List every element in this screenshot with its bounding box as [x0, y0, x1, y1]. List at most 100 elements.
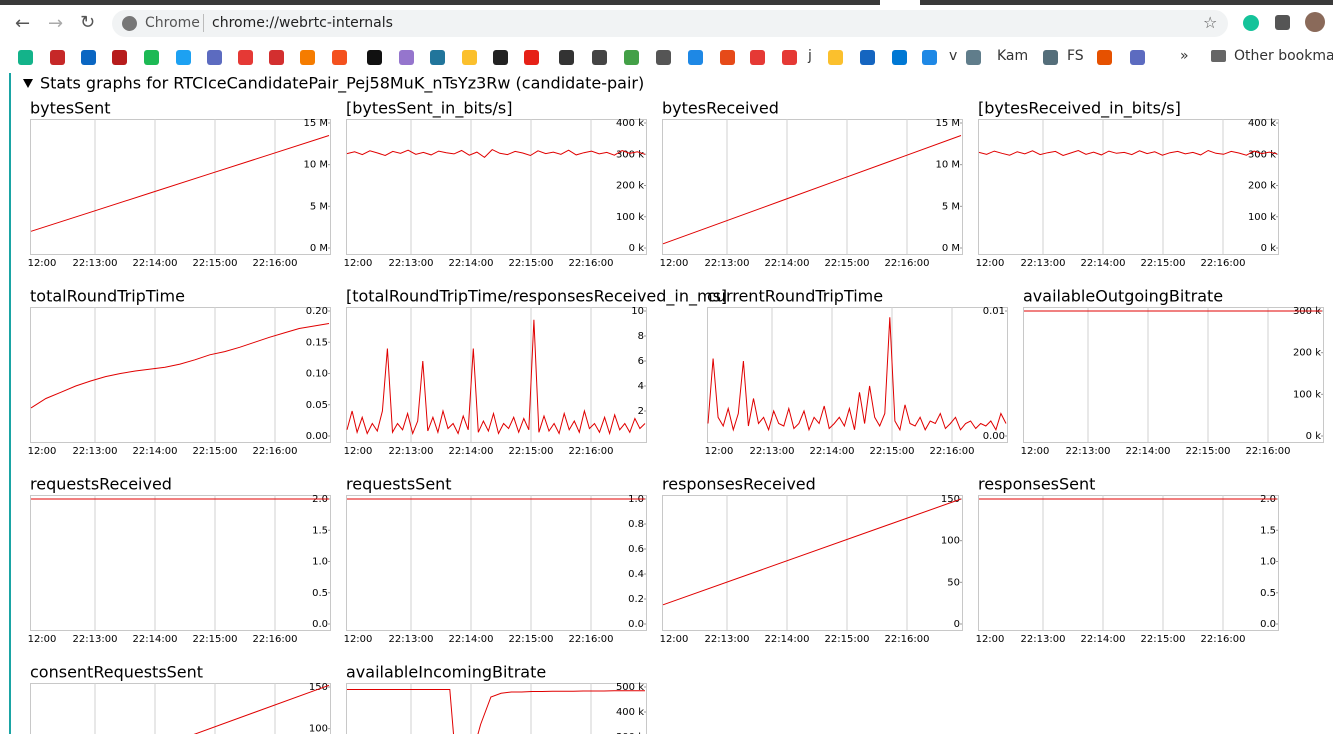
y-tick-label: 0.2 — [628, 594, 644, 605]
data-line — [346, 319, 646, 436]
bookmark-icon[interactable] — [112, 50, 127, 65]
bookmark-icon[interactable] — [462, 50, 477, 65]
graph-title: bytesSent — [30, 99, 111, 118]
extension-icon[interactable] — [1243, 15, 1259, 31]
bookmark-icon[interactable] — [332, 50, 347, 65]
time-label: 22:13:00 — [73, 634, 118, 645]
data-line — [662, 498, 962, 606]
y-tick-label: 5 M — [942, 201, 960, 212]
bookmark-icon[interactable] — [207, 50, 222, 65]
time-label: 22:16:00 — [253, 258, 298, 269]
bookmark-icon[interactable] — [966, 50, 981, 65]
y-tick-label: 300 k — [616, 149, 644, 160]
forward-button[interactable]: → — [48, 13, 64, 34]
bookmark-icon[interactable] — [750, 50, 765, 65]
address-bar[interactable] — [112, 10, 1228, 37]
bookmark-icon[interactable] — [720, 50, 735, 65]
bookmark-icon[interactable] — [892, 50, 907, 65]
bookmark[interactable]: v — [949, 48, 958, 64]
bookmark-icon[interactable] — [782, 50, 797, 65]
time-label: 12:00 — [344, 258, 373, 269]
data-line — [30, 323, 330, 409]
bookmark-icon[interactable] — [399, 50, 414, 65]
time-label: 22:16:00 — [569, 258, 614, 269]
other-bookmarks[interactable]: Other bookmarks — [1234, 48, 1333, 64]
section-title[interactable]: Stats graphs for RTCIceCandidatePair_Pej… — [40, 74, 644, 94]
star-button[interactable]: ☆ — [1203, 13, 1218, 32]
bookmarks-overflow[interactable]: » — [1180, 48, 1189, 64]
time-label: 22:13:00 — [1066, 446, 1111, 457]
bookmark-icon[interactable] — [922, 50, 937, 65]
time-label: 22:14:00 — [1081, 634, 1126, 645]
y-tick-label: 400 k — [616, 118, 644, 129]
y-tick-label: 100 — [941, 536, 960, 547]
y-tick-label: 300 k — [1248, 149, 1276, 160]
time-label: 22:16:00 — [885, 258, 930, 269]
reload-button[interactable]: ↻ — [80, 12, 96, 33]
time-label: 22:13:00 — [389, 258, 434, 269]
y-tick-label: 0.15 — [306, 337, 328, 348]
time-label: 22:13:00 — [705, 634, 750, 645]
bookmark-icon[interactable] — [430, 50, 445, 65]
y-tick-label: 150 — [309, 682, 328, 693]
profile-avatar[interactable] — [1305, 12, 1325, 32]
back-button[interactable]: ← — [15, 13, 31, 34]
bookmark-icon[interactable] — [524, 50, 539, 65]
bookmark-icon[interactable] — [559, 50, 574, 65]
bookmark-icon[interactable] — [828, 50, 843, 65]
time-label: 12:00 — [660, 634, 689, 645]
plot-frame — [346, 307, 647, 443]
time-label: 22:13:00 — [1021, 258, 1066, 269]
time-label: 22:13:00 — [750, 446, 795, 457]
bookmark-icon[interactable] — [238, 50, 253, 65]
bookmark-icon[interactable] — [50, 50, 65, 65]
data-line — [347, 689, 645, 734]
bookmark-icon[interactable] — [493, 50, 508, 65]
y-tick-label: 200 k — [1293, 348, 1321, 359]
url[interactable]: chrome://webrtc-internals — [212, 15, 393, 31]
time-label: 22:15:00 — [825, 634, 870, 645]
bookmark-icon[interactable] — [1043, 50, 1058, 65]
tab[interactable] — [880, 0, 920, 5]
bookmark-icon[interactable] — [656, 50, 671, 65]
tab-strip — [0, 0, 1333, 5]
y-tick-label: 400 k — [1248, 118, 1276, 129]
bookmark-icon[interactable] — [81, 50, 96, 65]
plot-frame — [978, 495, 1279, 631]
bookmark-icon[interactable] — [144, 50, 159, 65]
extensions-button[interactable] — [1275, 15, 1290, 30]
bookmark-icon[interactable] — [860, 50, 875, 65]
bookmark-icon[interactable] — [18, 50, 33, 65]
time-label: 22:15:00 — [193, 258, 238, 269]
bookmark-icon[interactable] — [176, 50, 191, 65]
y-tick-label: 0 k — [629, 243, 645, 254]
y-tick-label: 2 — [638, 406, 644, 417]
bookmark[interactable]: j — [808, 48, 812, 64]
bookmark-icon[interactable] — [1097, 50, 1112, 65]
time-label: 22:15:00 — [1141, 634, 1186, 645]
y-tick-label: 0.0 — [1260, 619, 1276, 630]
y-tick-label: 10 — [631, 306, 644, 317]
bookmark-icon[interactable] — [624, 50, 639, 65]
bookmark-icon[interactable] — [592, 50, 607, 65]
bookmark-icon[interactable] — [269, 50, 284, 65]
bookmark-icon[interactable] — [1130, 50, 1145, 65]
bookmark-icon[interactable] — [367, 50, 382, 65]
time-label: 22:14:00 — [133, 634, 178, 645]
site-label: Chrome — [145, 15, 200, 31]
time-label: 12:00 — [344, 634, 373, 645]
y-tick-label: 0.4 — [628, 569, 644, 580]
disclosure-triangle[interactable] — [23, 79, 33, 88]
y-tick-label: 100 k — [616, 212, 644, 223]
time-label: 22:15:00 — [1186, 446, 1231, 457]
bookmark-icon[interactable] — [688, 50, 703, 65]
time-label: 22:14:00 — [449, 634, 494, 645]
y-tick-label: 0.5 — [312, 588, 328, 599]
plot-frame — [662, 119, 963, 255]
y-tick-label: 10 M — [303, 160, 328, 171]
bookmark[interactable]: FS — [1067, 48, 1084, 64]
bookmark-icon[interactable] — [300, 50, 315, 65]
bookmark[interactable]: Kam — [997, 48, 1029, 64]
graph-title: bytesReceived — [662, 99, 779, 118]
